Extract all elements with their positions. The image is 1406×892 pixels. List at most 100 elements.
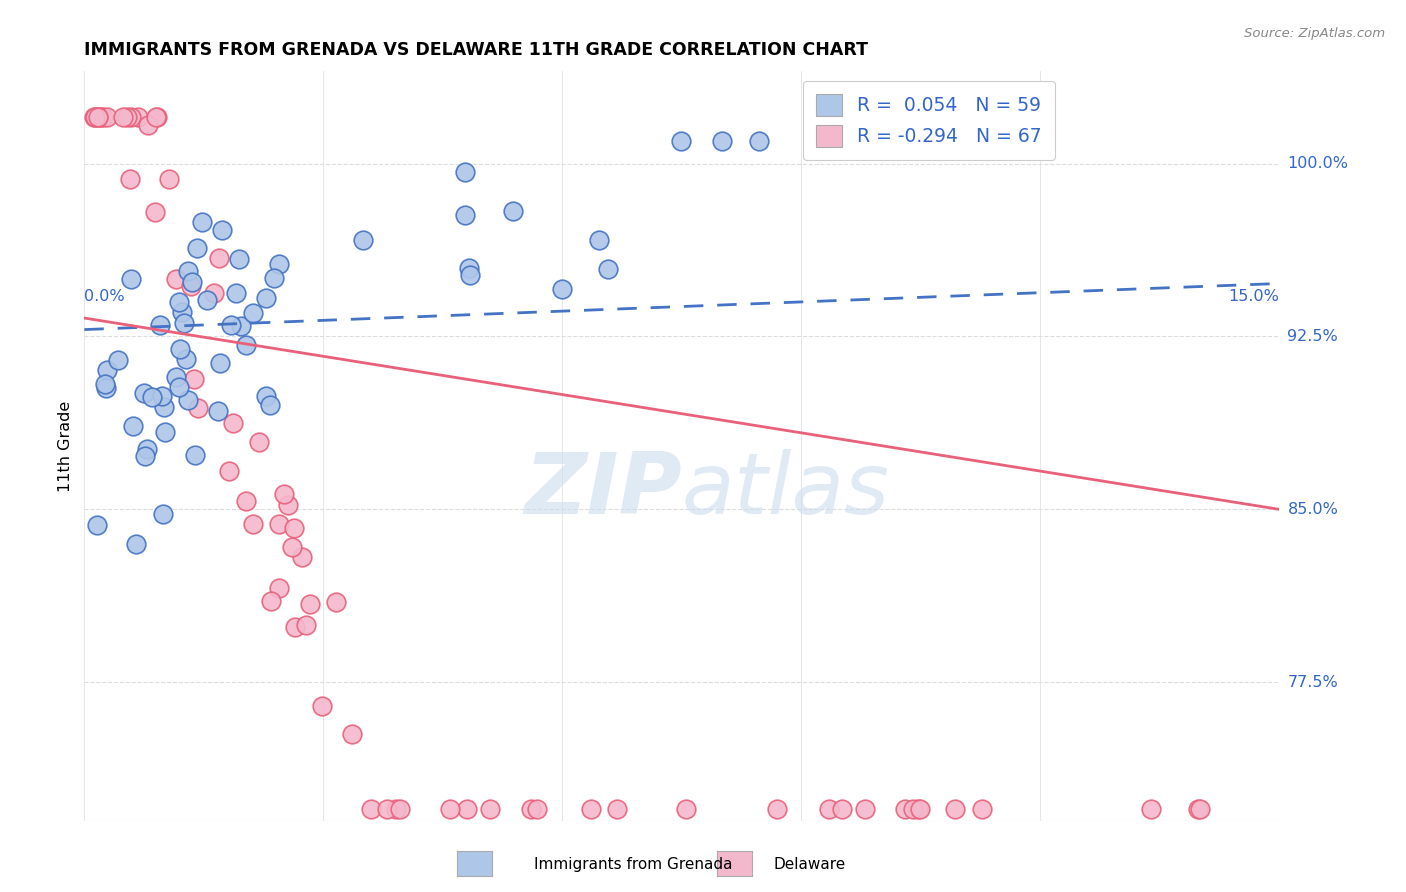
- Point: [277, 498, 299, 512]
- Point: [247, 434, 270, 449]
- Point: [219, 318, 242, 333]
- Point: [460, 268, 482, 282]
- Point: [325, 595, 347, 609]
- Point: [242, 306, 264, 320]
- Point: [90, 111, 112, 125]
- Text: IMMIGRANTS FROM GRENADA VS DELAWARE 11TH GRADE CORRELATION CHART: IMMIGRANTS FROM GRENADA VS DELAWARE 11TH…: [84, 41, 869, 59]
- Point: [143, 204, 166, 219]
- Point: [94, 377, 117, 392]
- Point: [456, 802, 478, 816]
- Point: [149, 318, 172, 332]
- Point: [478, 802, 501, 816]
- Point: [174, 351, 197, 366]
- Point: [669, 134, 692, 148]
- Point: [152, 508, 174, 522]
- Point: [908, 802, 931, 816]
- Point: [83, 111, 105, 125]
- Point: [1188, 802, 1211, 816]
- Point: [112, 111, 135, 125]
- Point: [211, 223, 233, 237]
- Point: [1187, 802, 1209, 816]
- Point: [259, 398, 281, 412]
- Text: 77.5%: 77.5%: [1288, 675, 1339, 690]
- Text: 0.0%: 0.0%: [84, 289, 125, 303]
- Point: [125, 537, 148, 551]
- Point: [606, 802, 628, 816]
- Point: [943, 802, 966, 816]
- Text: Delaware: Delaware: [773, 857, 845, 872]
- Point: [170, 305, 193, 319]
- Point: [141, 390, 163, 404]
- Point: [340, 727, 363, 741]
- Text: ZIP: ZIP: [524, 450, 682, 533]
- Point: [132, 385, 155, 400]
- Point: [145, 111, 167, 125]
- Point: [122, 419, 145, 434]
- Point: [86, 517, 108, 532]
- Point: [136, 442, 159, 457]
- Point: [747, 134, 769, 148]
- Point: [180, 279, 202, 293]
- Y-axis label: 11th Grade: 11th Grade: [58, 401, 73, 491]
- Point: [281, 540, 304, 554]
- Point: [581, 802, 603, 816]
- Point: [173, 316, 195, 330]
- Text: Immigrants from Grenada: Immigrants from Grenada: [534, 857, 733, 872]
- Point: [96, 363, 118, 377]
- Point: [136, 118, 159, 132]
- Point: [235, 493, 257, 508]
- Point: [83, 111, 105, 125]
- Point: [235, 338, 257, 352]
- Point: [254, 389, 277, 403]
- Point: [115, 111, 138, 125]
- Point: [157, 171, 180, 186]
- Point: [177, 264, 200, 278]
- Point: [298, 597, 321, 611]
- Point: [526, 802, 548, 816]
- Point: [202, 285, 225, 300]
- Point: [209, 355, 232, 369]
- Point: [831, 802, 853, 816]
- Text: 92.5%: 92.5%: [1288, 329, 1339, 344]
- Point: [375, 802, 398, 816]
- Point: [181, 275, 204, 289]
- Point: [970, 802, 993, 816]
- Point: [242, 516, 264, 531]
- Point: [146, 111, 169, 125]
- Point: [165, 272, 187, 286]
- Text: 85.0%: 85.0%: [1288, 502, 1339, 516]
- Point: [267, 581, 290, 595]
- Point: [259, 594, 281, 608]
- Point: [907, 802, 929, 816]
- Point: [86, 111, 108, 125]
- Point: [228, 252, 250, 267]
- Point: [291, 549, 314, 564]
- Point: [711, 134, 734, 148]
- Point: [766, 802, 789, 816]
- Point: [167, 295, 190, 310]
- Point: [520, 802, 543, 816]
- Point: [96, 111, 118, 125]
- Point: [127, 111, 149, 125]
- Point: [284, 620, 307, 634]
- Point: [283, 521, 305, 535]
- Point: [311, 699, 333, 714]
- Point: [120, 172, 142, 186]
- Point: [439, 802, 461, 816]
- Point: [273, 487, 295, 501]
- Point: [195, 293, 218, 307]
- Point: [269, 257, 291, 271]
- Point: [389, 802, 412, 816]
- Point: [853, 802, 876, 816]
- Point: [94, 381, 117, 395]
- Point: [153, 425, 176, 439]
- Point: [87, 111, 110, 125]
- Point: [454, 208, 477, 222]
- Point: [901, 802, 924, 816]
- Text: atlas: atlas: [682, 450, 890, 533]
- Point: [598, 261, 620, 276]
- Point: [208, 251, 231, 265]
- Point: [186, 241, 208, 255]
- Point: [169, 343, 191, 357]
- Point: [254, 291, 277, 305]
